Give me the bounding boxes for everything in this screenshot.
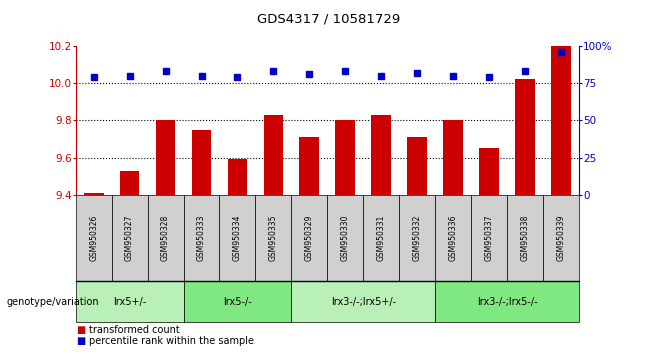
Text: GSM950327: GSM950327 (125, 215, 134, 261)
Bar (228, 159, 247, 195)
Text: lrx3-/-;lrx5-/-: lrx3-/-;lrx5-/- (477, 297, 538, 307)
Text: transformed count: transformed count (89, 325, 180, 335)
Bar (120, 171, 139, 195)
Text: GSM950326: GSM950326 (89, 215, 98, 261)
Bar (551, 46, 571, 195)
Bar (479, 148, 499, 195)
Text: GSM950331: GSM950331 (377, 215, 386, 261)
Text: GSM950330: GSM950330 (341, 215, 350, 261)
Text: lrx3-/-;lrx5+/-: lrx3-/-;lrx5+/- (331, 297, 396, 307)
Text: ■: ■ (76, 336, 85, 346)
Text: GSM950334: GSM950334 (233, 215, 242, 261)
Bar (407, 137, 427, 195)
Bar (443, 120, 463, 195)
Bar (336, 120, 355, 195)
Text: GSM950332: GSM950332 (413, 215, 422, 261)
Text: GSM950336: GSM950336 (449, 215, 458, 261)
Text: GDS4317 / 10581729: GDS4317 / 10581729 (257, 12, 401, 25)
Bar (156, 120, 176, 195)
Text: GSM950335: GSM950335 (269, 215, 278, 261)
Text: GSM950337: GSM950337 (485, 215, 494, 261)
Text: GSM950339: GSM950339 (557, 215, 566, 261)
Bar (264, 115, 284, 195)
Text: GSM950338: GSM950338 (520, 215, 530, 261)
Text: genotype/variation: genotype/variation (7, 297, 99, 307)
Text: lrx5+/-: lrx5+/- (113, 297, 146, 307)
Text: GSM950328: GSM950328 (161, 215, 170, 261)
Bar (371, 115, 391, 195)
Text: lrx5-/-: lrx5-/- (223, 297, 252, 307)
Bar (191, 130, 211, 195)
Text: ■: ■ (76, 325, 85, 335)
Text: GSM950333: GSM950333 (197, 215, 206, 261)
Bar (299, 137, 319, 195)
Text: GSM950329: GSM950329 (305, 215, 314, 261)
Text: percentile rank within the sample: percentile rank within the sample (89, 336, 254, 346)
Bar (515, 80, 535, 195)
Bar (84, 193, 103, 195)
